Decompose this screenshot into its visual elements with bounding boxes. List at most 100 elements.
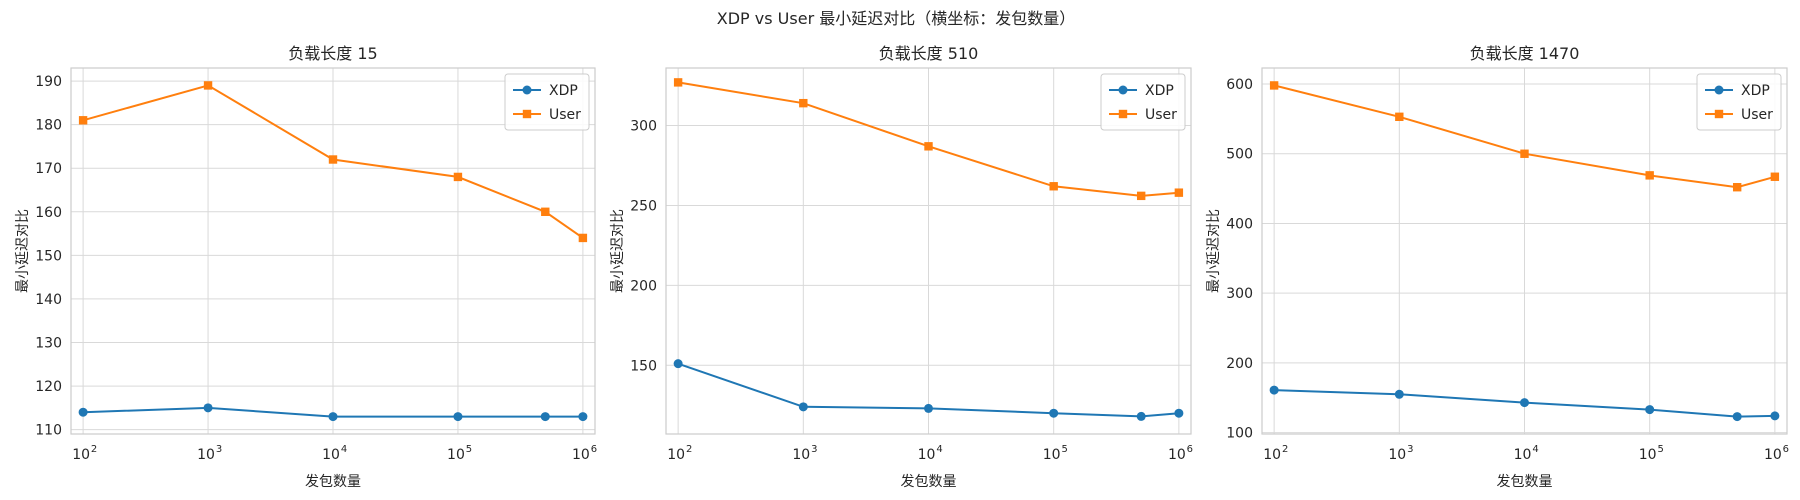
data-point <box>1732 183 1742 192</box>
data-point <box>673 359 683 369</box>
x-tick-label: 10 3 <box>197 444 222 463</box>
data-point <box>1049 408 1059 418</box>
x-tick-base: 10 <box>1514 447 1532 463</box>
figure-title: XDP vs User 最小延迟对比（横坐标：发包数量） <box>717 9 1075 28</box>
series-xdp <box>1269 385 1780 422</box>
data-point <box>78 407 88 417</box>
x-tick-base: 10 <box>447 447 465 463</box>
legend-label: User <box>1741 107 1773 123</box>
x-tick-exponent: 6 <box>1187 444 1193 455</box>
legend-label: XDP <box>1741 83 1770 99</box>
x-tick-base: 10 <box>572 447 590 463</box>
x-tick-base: 10 <box>918 447 936 463</box>
legend: XDP User <box>1100 73 1186 131</box>
data-point <box>328 412 338 422</box>
x-tick-label: 10 6 <box>1168 444 1193 463</box>
x-axis-label: 发包数量 <box>901 474 957 490</box>
x-axis-label: 发包数量 <box>1497 474 1553 490</box>
series-user <box>673 78 1184 201</box>
data-point <box>1770 172 1780 181</box>
data-point <box>799 98 808 108</box>
y-axis-label: 最小延迟对比 <box>1206 209 1222 293</box>
x-tick-exponent: 2 <box>686 444 692 455</box>
legend-marker <box>1118 85 1128 95</box>
x-tick-base: 10 <box>1168 447 1186 463</box>
y-tick-label: 160 <box>35 205 62 221</box>
x-tick-base: 10 <box>1764 447 1782 463</box>
legend-marker <box>1118 109 1128 119</box>
x-tick-exponent: 5 <box>466 444 472 455</box>
x-tick-base: 10 <box>322 447 340 463</box>
y-tick-label: 200 <box>1226 356 1253 372</box>
legend: XDP User <box>504 73 590 131</box>
x-tick-exponent: 3 <box>216 444 222 455</box>
y-tick-label: 100 <box>1226 426 1253 442</box>
data-point <box>578 412 588 422</box>
data-point <box>1269 81 1279 90</box>
data-point <box>673 78 683 87</box>
data-point <box>453 412 463 422</box>
data-point <box>203 403 213 413</box>
legend-marker <box>522 109 532 119</box>
legend-entry-xdp: XDP <box>513 83 578 99</box>
x-tick-exponent: 4 <box>1532 444 1538 455</box>
x-tick-base: 10 <box>1043 447 1061 463</box>
x-tick-label: 10 4 <box>918 444 943 463</box>
series-line <box>82 84 584 239</box>
legend-marker <box>1714 109 1724 119</box>
subplot-title: 负载长度 15 <box>288 44 377 63</box>
data-point <box>1394 389 1404 399</box>
legend-label: XDP <box>1145 83 1174 99</box>
x-tick-label: 10 2 <box>72 444 97 463</box>
y-tick-label: 120 <box>35 379 62 395</box>
x-axis-label: 发包数量 <box>305 474 361 490</box>
y-axis-label: 最小延迟对比 <box>15 209 31 293</box>
plot-frame <box>665 67 1192 435</box>
data-point <box>1645 405 1655 415</box>
series-line <box>677 362 1179 418</box>
x-tick-exponent: 5 <box>1061 444 1067 455</box>
data-point <box>1049 182 1058 191</box>
x-tick-label: 10 4 <box>322 444 347 463</box>
legend-entry-user: User <box>513 107 581 123</box>
x-tick-label: 10 5 <box>447 444 472 463</box>
series-line <box>1273 84 1776 189</box>
x-tick-label: 10 3 <box>1388 444 1413 463</box>
series-line <box>83 406 583 418</box>
data-point <box>1136 411 1146 421</box>
x-tick-exponent: 5 <box>1657 444 1663 455</box>
x-tick-label: 10 3 <box>792 444 817 463</box>
y-tick-label: 150 <box>35 248 62 264</box>
legend-marker <box>1714 85 1724 95</box>
x-tick-label: 10 6 <box>572 444 597 463</box>
x-tick-exponent: 2 <box>1282 444 1288 455</box>
x-tick-exponent: 2 <box>91 444 97 455</box>
y-tick-label: 110 <box>35 423 62 439</box>
y-tick-label: 180 <box>35 118 62 134</box>
data-point <box>1269 385 1279 395</box>
y-tick-label: 300 <box>1226 286 1253 302</box>
subplot-title: 负载长度 510 <box>879 44 979 63</box>
data-point <box>541 207 550 216</box>
y-tick-label: 150 <box>630 358 657 374</box>
plot-frame <box>70 67 596 435</box>
series-user <box>1269 81 1780 192</box>
data-point <box>328 155 338 164</box>
y-tick-label: 500 <box>1226 147 1253 163</box>
x-tick-exponent: 4 <box>341 444 347 455</box>
x-tick-exponent: 3 <box>1407 444 1413 455</box>
data-point <box>1136 191 1146 201</box>
data-point <box>1732 412 1742 422</box>
data-point <box>1174 188 1184 197</box>
data-point <box>1770 411 1780 421</box>
x-tick-base: 10 <box>197 447 215 463</box>
series-user <box>78 81 588 243</box>
data-point <box>1645 171 1654 180</box>
series-line <box>1274 389 1775 418</box>
x-tick-label: 10 5 <box>1043 444 1068 463</box>
y-tick-label: 170 <box>35 161 62 177</box>
